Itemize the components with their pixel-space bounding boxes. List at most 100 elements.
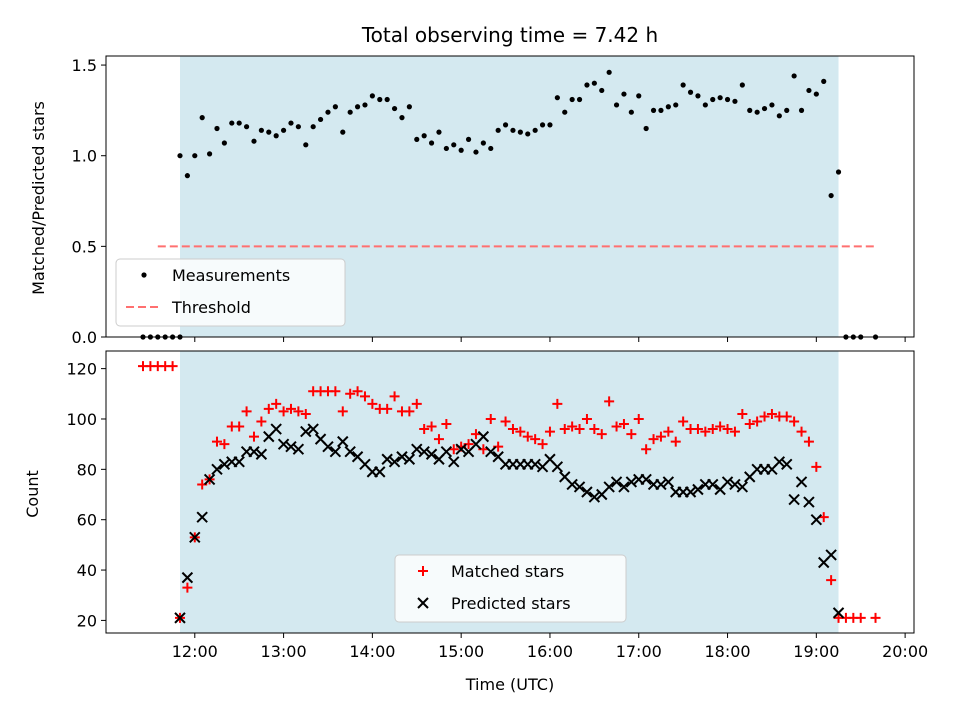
predicted-marker: [388, 456, 401, 468]
matched-marker: [604, 396, 615, 407]
matched-marker: [692, 424, 703, 435]
figure-title: Total observing time = 7.42 h: [361, 23, 658, 47]
matched-marker: [552, 398, 563, 409]
predicted-marker: [196, 511, 208, 523]
data-point: [243, 124, 250, 130]
matched-marker: [641, 444, 652, 455]
data-point: [347, 109, 353, 115]
predicted-marker: [692, 483, 704, 496]
predicted-marker: [322, 440, 334, 453]
legend-label: Measurements: [172, 266, 290, 285]
data-point: [258, 127, 264, 133]
data-point: [340, 129, 346, 135]
data-point: [214, 125, 220, 132]
x-tick-label: 13:00: [261, 642, 307, 661]
matched-marker: [470, 429, 481, 440]
data-point: [362, 102, 368, 108]
matched-marker: [404, 406, 415, 417]
data-point: [680, 82, 686, 88]
matched-marker: [507, 424, 518, 435]
predicted-marker: [307, 423, 319, 435]
matched-marker: [803, 436, 814, 447]
predicted-marker: [374, 466, 386, 478]
predicted-marker: [721, 476, 734, 488]
data-point: [710, 96, 716, 103]
y-tick-label: 1.0: [72, 147, 97, 166]
data-point: [325, 109, 331, 115]
data-point: [251, 138, 257, 144]
predicted-marker: [381, 453, 393, 465]
matched-marker: [633, 413, 644, 424]
matched-marker: [300, 408, 311, 419]
data-point: [695, 93, 701, 99]
data-point: [724, 96, 731, 103]
data-point: [414, 136, 420, 142]
matched-marker: [515, 426, 526, 437]
predicted-marker: [411, 443, 423, 455]
data-point: [391, 105, 398, 112]
data-point: [317, 116, 324, 123]
data-point: [747, 107, 753, 113]
data-point: [295, 124, 301, 130]
matched-marker: [811, 461, 822, 472]
x-tick-label: 14:00: [349, 642, 395, 661]
x-tick-label: 20:00: [882, 642, 928, 661]
predicted-marker: [233, 456, 245, 468]
data-point: [377, 96, 383, 103]
predicted-marker: [218, 458, 231, 471]
data-point: [613, 102, 620, 108]
data-point: [177, 153, 183, 159]
data-point: [303, 142, 309, 148]
data-point: [532, 127, 538, 133]
matched-marker: [729, 426, 740, 437]
matched-marker: [248, 431, 259, 442]
data-point: [584, 82, 590, 88]
x-tick-label: 18:00: [704, 642, 750, 661]
matched-marker: [352, 386, 363, 397]
data-point: [665, 104, 671, 110]
x-axis-label: Time (UTC): [465, 675, 554, 694]
matched-marker: [648, 434, 659, 445]
legend: Matched stars Predicted stars: [394, 554, 627, 623]
data-point: [229, 120, 235, 126]
matched-marker: [530, 434, 541, 445]
predicted-marker: [795, 476, 808, 488]
data-point: [406, 104, 412, 110]
matched-marker: [618, 419, 629, 430]
predicted-marker: [203, 473, 216, 486]
predicted-marker: [455, 443, 467, 455]
data-point: [192, 153, 198, 159]
matched-marker: [700, 426, 711, 437]
data-point: [332, 104, 338, 110]
data-point: [221, 140, 227, 146]
predicted-marker: [174, 612, 186, 624]
matched-marker: [752, 416, 763, 427]
data-point: [206, 151, 213, 157]
predicted-marker: [485, 446, 497, 458]
data-point: [539, 122, 546, 128]
predicted-marker: [277, 438, 290, 450]
data-point: [384, 96, 390, 103]
predicted-marker: [788, 493, 800, 506]
data-point: [436, 129, 442, 135]
matched-marker: [766, 408, 777, 419]
matched-marker: [330, 386, 341, 397]
predicted-marker: [566, 478, 578, 491]
count-panel: 20 40 60 80 100 120 12:00 13:00 14:00 15:00 16:00 1…: [66, 350, 928, 661]
series-predicted-stars: [174, 423, 845, 624]
matched-marker: [367, 398, 378, 409]
data-point: [184, 173, 190, 179]
matched-marker: [744, 419, 755, 430]
predicted-marker: [810, 513, 823, 526]
matched-marker: [182, 582, 193, 593]
matched-marker: [411, 398, 422, 409]
legend-box: [394, 554, 627, 623]
legend: Measurements Threshold: [115, 258, 346, 327]
predicted-marker: [181, 571, 194, 584]
predicted-marker: [285, 440, 297, 453]
predicted-marker: [655, 478, 667, 491]
data-point: [451, 142, 457, 148]
data-point: [739, 82, 745, 88]
axes-frame: [105, 55, 915, 338]
predicted-marker: [477, 430, 490, 443]
